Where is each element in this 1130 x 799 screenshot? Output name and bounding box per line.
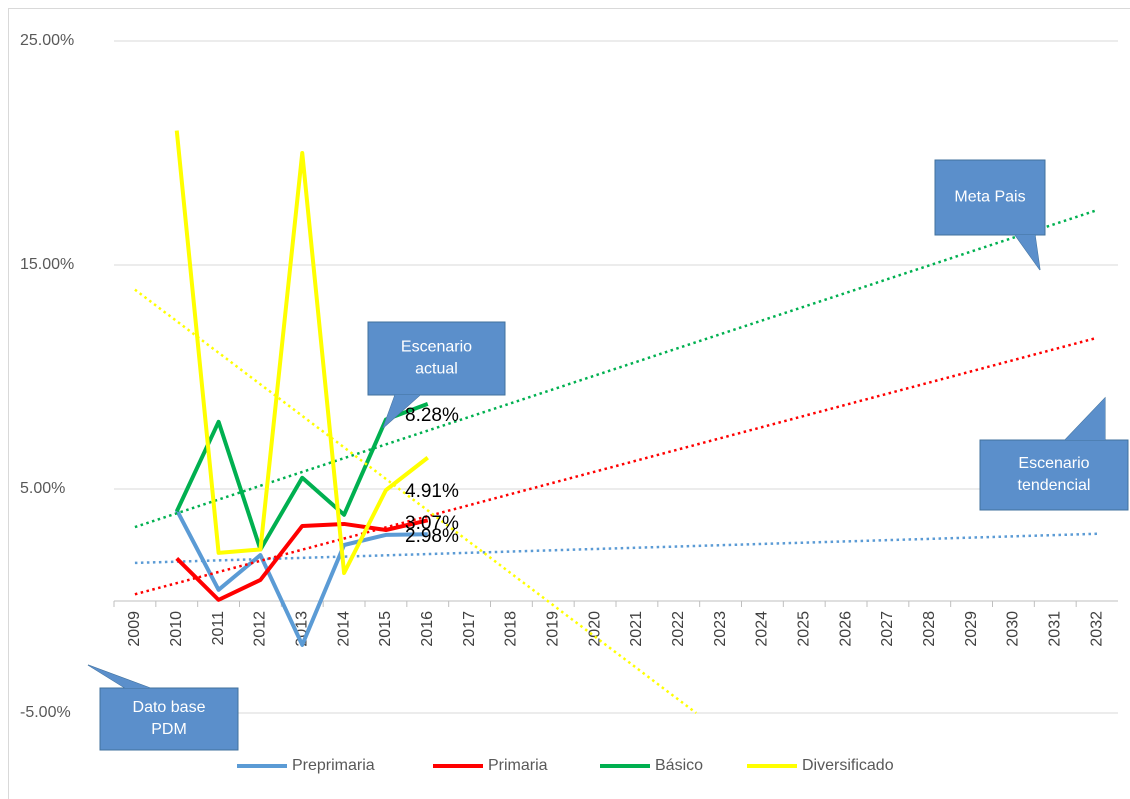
callout-text: PDM bbox=[151, 721, 187, 738]
callout-text: Meta Pais bbox=[954, 189, 1025, 206]
series-line bbox=[174, 130, 429, 575]
x-tick-label: 2019 bbox=[544, 611, 561, 647]
callout-box bbox=[979, 439, 1129, 511]
x-tick-label: 2017 bbox=[461, 611, 478, 647]
x-tick-label: 2025 bbox=[795, 611, 812, 647]
callout-box bbox=[934, 159, 1046, 236]
annotation: 2.98% bbox=[405, 526, 459, 547]
x-tick-label: 2010 bbox=[168, 611, 185, 647]
callout-text: tendencial bbox=[1018, 477, 1091, 494]
callout-box bbox=[99, 687, 239, 751]
x-tick-label: 2023 bbox=[712, 611, 729, 647]
legend-label: Preprimaria bbox=[292, 757, 375, 774]
callout-tail-fill bbox=[1015, 235, 1040, 270]
callout-tail-fill bbox=[383, 395, 420, 428]
legend-label: Básico bbox=[655, 757, 703, 774]
x-tick-label: 2029 bbox=[963, 611, 980, 647]
callout-text: Escenario bbox=[401, 339, 472, 356]
callout-text: Escenario bbox=[1018, 455, 1089, 472]
x-tick-label: 2032 bbox=[1088, 611, 1105, 647]
trendline bbox=[134, 336, 1098, 596]
y-tick-label: -5.00% bbox=[20, 704, 71, 721]
x-tick-label: 2020 bbox=[586, 611, 603, 647]
x-tick-label: 2014 bbox=[335, 611, 352, 647]
legend-label: Primaria bbox=[488, 757, 548, 774]
x-tick-label: 2011 bbox=[210, 611, 227, 646]
x-tick-label: 2018 bbox=[503, 611, 520, 647]
series-line bbox=[174, 509, 428, 647]
annotation: 3.07% bbox=[405, 513, 459, 534]
chart-border bbox=[8, 8, 1130, 799]
x-tick-label: 2022 bbox=[670, 611, 687, 647]
x-tick-label: 2028 bbox=[921, 611, 938, 647]
x-tick-label: 2030 bbox=[1005, 611, 1022, 647]
y-tick-label: 15.00% bbox=[20, 256, 74, 273]
x-tick-label: 2031 bbox=[1046, 611, 1063, 647]
callout-text: actual bbox=[415, 361, 458, 378]
x-tick-label: 2021 bbox=[628, 611, 645, 647]
overlay: 8.28% 4.91% 3.07%2.98% Meta Pais Escenario ac… bbox=[87, 159, 1129, 774]
x-tick-label: 2016 bbox=[419, 611, 436, 647]
callout-tail-fill bbox=[88, 665, 150, 688]
trendline bbox=[134, 208, 1098, 529]
x-tick-label: 2027 bbox=[879, 611, 896, 647]
callout-text: Dato base bbox=[133, 699, 206, 716]
x-tick-label: 2012 bbox=[252, 611, 269, 647]
trendline bbox=[134, 532, 1098, 565]
y-tick-label: 25.00% bbox=[20, 32, 74, 49]
annotation: 8.28% bbox=[405, 405, 459, 426]
x-tick-label: 2026 bbox=[837, 611, 854, 647]
legend-label: Diversificado bbox=[802, 757, 894, 774]
callout-tail-fill bbox=[1065, 398, 1105, 440]
x-tick-label: 2024 bbox=[754, 611, 771, 647]
annotation: 4.91% bbox=[405, 481, 459, 502]
y-tick-label: 5.00% bbox=[20, 480, 65, 497]
plot bbox=[134, 130, 1098, 714]
x-tick-label: 2015 bbox=[377, 611, 394, 647]
series-line bbox=[175, 518, 429, 602]
callout-box bbox=[367, 321, 506, 396]
x-tick-label: 2009 bbox=[126, 611, 143, 647]
